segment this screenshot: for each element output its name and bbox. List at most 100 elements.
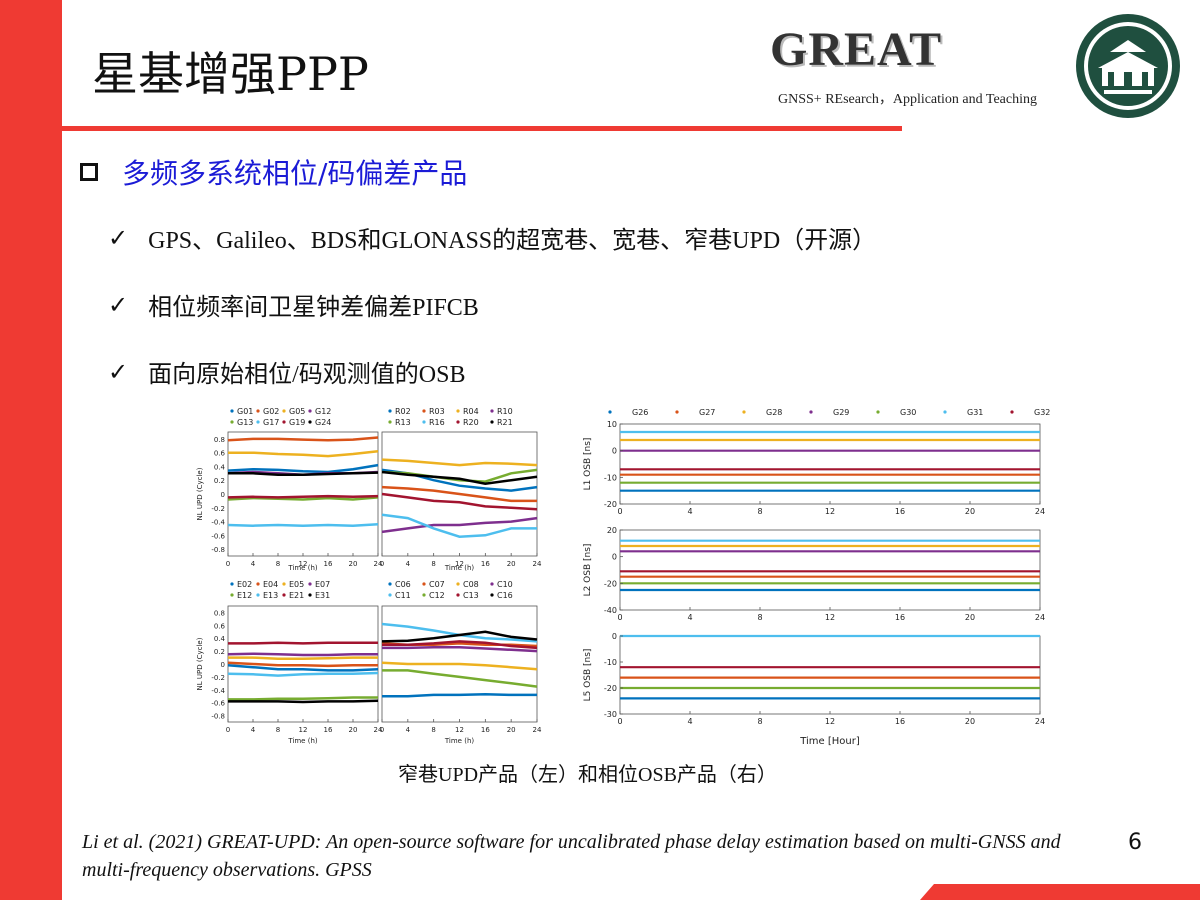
left-accent-bar xyxy=(0,0,62,900)
series-line-G13 xyxy=(227,496,379,501)
legend-label: G13 xyxy=(237,418,253,427)
plot-frame xyxy=(619,635,1041,715)
x-tick-label: 0 xyxy=(226,726,230,734)
legend-label: E02 xyxy=(237,580,252,589)
series-line-C08 xyxy=(381,661,538,671)
y-tick-label: -20 xyxy=(604,684,617,693)
y-tick-label: 0.4 xyxy=(214,635,226,643)
checkmark-icon: ✓ xyxy=(108,357,129,386)
legend-label: G24 xyxy=(315,418,331,427)
legend-label: G12 xyxy=(315,407,331,416)
x-tick-label: 24 xyxy=(1035,717,1045,726)
legend-label: R13 xyxy=(395,418,411,427)
x-tick-label: 0 xyxy=(617,717,622,726)
y-tick-label: -0.6 xyxy=(211,532,225,540)
main-bullet: 多频多系统相位/码偏差产品 xyxy=(80,152,467,192)
x-tick-label: 8 xyxy=(276,726,280,734)
x-tick-label: 20 xyxy=(349,560,358,568)
y-axis-label: L2 OSB [ns] xyxy=(583,544,593,597)
y-tick-label: 10 xyxy=(607,420,617,429)
legend-label: G19 xyxy=(289,418,305,427)
y-tick-label: 0.4 xyxy=(214,463,226,471)
legend-marker xyxy=(388,582,392,586)
legend-marker xyxy=(456,593,460,597)
x-tick-label: 8 xyxy=(431,726,435,734)
x-tick-label: 20 xyxy=(507,726,516,734)
series-line-C06 xyxy=(382,693,537,698)
legend-marker xyxy=(742,410,746,414)
x-tick-label: 0 xyxy=(226,560,230,568)
x-tick-label: 20 xyxy=(507,560,516,568)
x-tick-label: 8 xyxy=(757,613,762,622)
legend-marker xyxy=(282,409,286,413)
legend-marker xyxy=(388,420,392,424)
y-tick-label: 0 xyxy=(221,661,225,669)
legend-label: E07 xyxy=(315,580,330,589)
legend-label: G30 xyxy=(900,408,916,417)
series-line-R10 xyxy=(381,516,538,534)
legend-marker xyxy=(230,409,234,413)
x-tick-label: 24 xyxy=(1035,507,1045,516)
legend-label: G05 xyxy=(289,407,305,416)
legend-label: G32 xyxy=(1034,408,1050,417)
legend-marker xyxy=(422,582,426,586)
legend-label: C12 xyxy=(429,591,445,600)
series-line-C16 xyxy=(381,630,538,643)
legend-marker xyxy=(456,582,460,586)
legend-label: R02 xyxy=(395,407,411,416)
legend-marker xyxy=(230,593,234,597)
y-tick-label: -10 xyxy=(604,658,617,667)
y-tick-label: -20 xyxy=(604,579,617,588)
series-line-G02 xyxy=(227,436,379,442)
x-tick-label: 12 xyxy=(825,613,835,622)
legend-label: C13 xyxy=(463,591,479,600)
legend-marker xyxy=(608,410,612,414)
title-underline xyxy=(62,126,902,131)
legend-marker xyxy=(282,420,286,424)
series-line-E13 xyxy=(227,671,379,677)
x-axis-label: Time (h) xyxy=(287,564,318,572)
series-line-R13 xyxy=(381,468,538,483)
legend-label: G02 xyxy=(263,407,279,416)
y-tick-label: -40 xyxy=(604,606,617,615)
list-item: ✓ GPS、Galileo、BDS和GLONASS的超宽巷、宽巷、窄巷UPD（开… xyxy=(108,220,876,255)
y-axis-label: NL UPD (Cycle) xyxy=(196,637,204,690)
series-line-E04 xyxy=(227,661,378,668)
legend-label: C06 xyxy=(395,580,411,589)
y-tick-label: -0.8 xyxy=(211,713,225,721)
list-item-text: 面向原始相位/码观测值的OSB xyxy=(148,362,466,388)
x-tick-label: 20 xyxy=(965,613,975,622)
series-line-R03 xyxy=(381,485,537,503)
legend-marker xyxy=(308,409,312,413)
legend-marker xyxy=(675,410,679,414)
x-tick-label: 16 xyxy=(324,560,333,568)
university-seal-icon xyxy=(1076,14,1180,118)
legend-marker xyxy=(456,409,460,413)
y-tick-label: -0.2 xyxy=(211,674,225,682)
x-tick-label: 8 xyxy=(757,507,762,516)
legend-marker xyxy=(422,420,426,424)
series-line-E05 xyxy=(228,656,378,661)
x-tick-label: 4 xyxy=(687,613,692,622)
legend-label: G17 xyxy=(263,418,279,427)
x-tick-label: 4 xyxy=(406,560,411,568)
x-tick-label: 16 xyxy=(481,726,490,734)
series-line-C12 xyxy=(382,669,538,688)
series-line-E31 xyxy=(228,699,379,704)
legend-label: E12 xyxy=(237,591,252,600)
legend-label: E04 xyxy=(263,580,278,589)
slide-title: 星基增强PPP xyxy=(92,47,369,101)
x-tick-label: 24 xyxy=(1035,613,1045,622)
y-tick-label: -10 xyxy=(604,473,617,482)
x-tick-label: 20 xyxy=(965,507,975,516)
y-tick-label: 0 xyxy=(221,491,225,499)
legend-marker xyxy=(943,410,947,414)
x-tick-label: 24 xyxy=(374,726,383,734)
osb-figure: G26 G27 G28 G29 G30 G31 G32 0 4 8 12 16 20 24 10 0 -10 -2… xyxy=(583,408,1050,747)
plot-frame xyxy=(227,431,379,557)
main-bullet-text: 多频多系统相位/码偏差产品 xyxy=(122,157,468,190)
x-tick-label: 16 xyxy=(481,560,490,568)
legend-marker xyxy=(282,582,286,586)
y-tick-label: -0.6 xyxy=(211,700,225,708)
y-tick-label: -0.8 xyxy=(211,546,225,554)
